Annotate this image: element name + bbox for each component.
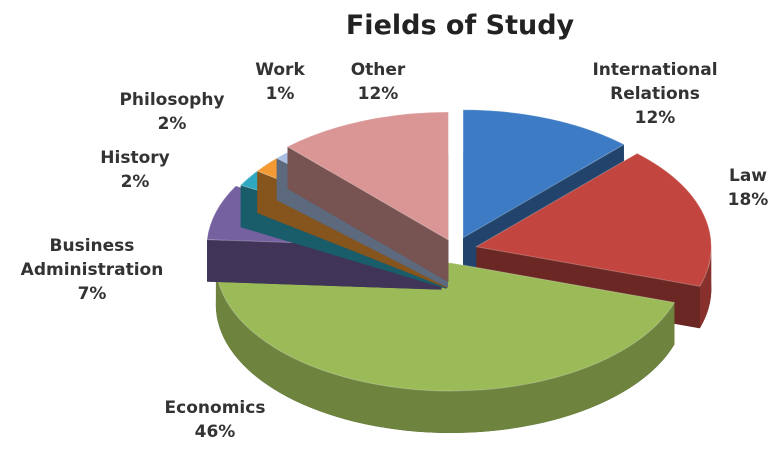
category-label: Law [728,166,767,186]
data-label: Law 18% [718,164,776,212]
data-label: Business Administration 7% [2,234,182,306]
value-label: 18% [727,190,769,210]
slice-side [699,246,712,329]
category-label: Business Administration [20,236,164,280]
value-label: 2% [120,172,150,192]
slice [215,254,676,433]
slice-side [215,262,675,433]
data-label: Philosophy 2% [107,88,237,136]
slice-top [474,152,712,287]
data-label: History 2% [85,146,185,194]
category-label: Work [255,60,305,80]
category-label: Philosophy [119,90,225,110]
category-label: International Relations [592,60,718,104]
chart-title: Fields of Study [345,10,575,41]
value-label: 7% [77,284,107,304]
slice [286,111,449,282]
data-label: International Relations 12% [575,58,735,130]
value-label: 12% [357,84,399,104]
slice-top [215,254,676,392]
data-label: Work 1% [250,58,310,106]
value-label: 12% [634,108,676,128]
data-label: Economics 46% [135,396,295,444]
slice-top [462,109,626,239]
category-label: Economics [164,398,266,418]
category-label: History [100,148,170,168]
value-label: 1% [265,84,295,104]
value-label: 46% [194,422,236,442]
data-label: Other 12% [343,58,413,106]
slice-radial-side [287,111,449,282]
value-label: 2% [157,114,187,134]
category-label: Other [350,60,406,80]
slice-top [286,111,449,241]
